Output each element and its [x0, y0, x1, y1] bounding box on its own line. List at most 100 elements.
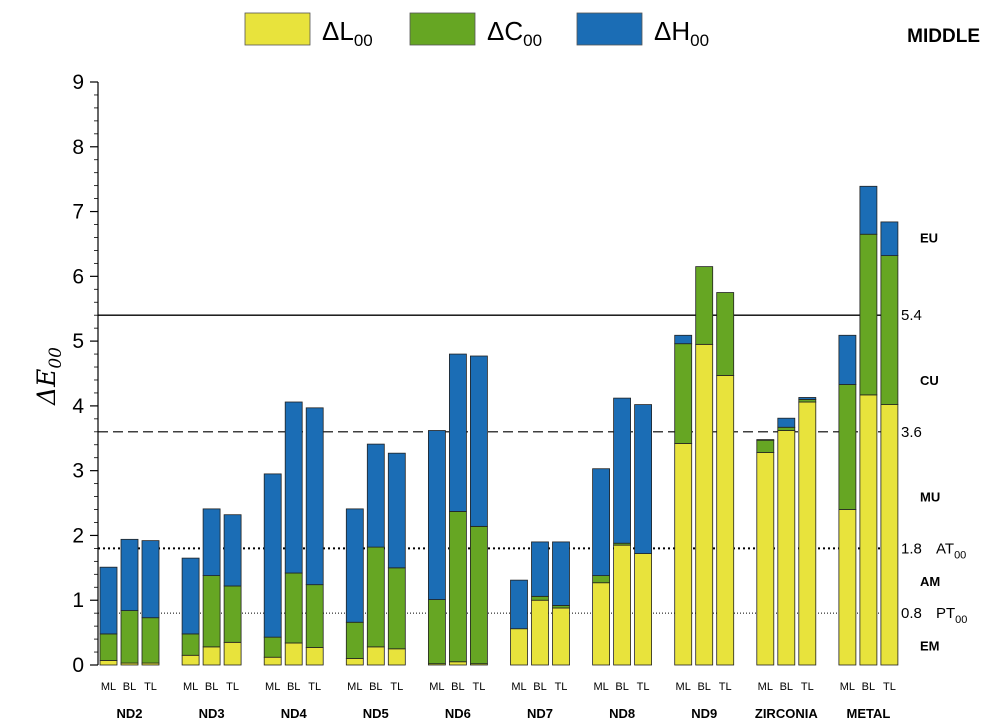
group-label-ND2: ND2 [116, 706, 142, 721]
bar-METAL-ML-H [838, 334, 857, 385]
bar-label-ND2-BL: BL [123, 681, 136, 693]
legend-label-main-2: ΔH [654, 16, 690, 46]
bar-ZIRCONIA-BL-C [777, 426, 796, 431]
y-axis-label-main: ΔE [32, 369, 61, 406]
bar-ND2-BL-H [120, 538, 139, 611]
bar-label-ND6-TL: TL [472, 681, 485, 693]
reference-label-1: 3.6 [901, 424, 922, 441]
bar-label-METAL-ML: ML [840, 681, 855, 693]
bar-label-ND8-TL: TL [637, 681, 650, 693]
bar-ND7-ML-L [510, 628, 528, 666]
bar-ND2-ML-H [99, 566, 118, 635]
legend-label-0: ΔL00 [322, 16, 373, 50]
bar-ND9-ML-H [674, 334, 693, 345]
reference-value-2: 1.8 [901, 540, 922, 557]
group-label-ND4: ND4 [281, 706, 308, 721]
bar-ND9-BL-C [695, 266, 714, 345]
panel-label: MIDDLE [907, 26, 980, 47]
legend-label-sub-2: 00 [690, 31, 709, 50]
bar-ND8-ML-H [592, 468, 610, 577]
zone-label-MU: MU [920, 490, 940, 505]
legend-label-main-0: ΔL [322, 16, 354, 46]
bar-ND4-ML-C [263, 636, 282, 658]
bar-label-ND7-BL: BL [533, 681, 546, 693]
y-tick-label-1: 1 [72, 589, 84, 612]
reference-threshold-main-2: AT [936, 540, 954, 557]
bar-ND5-ML-C [345, 621, 364, 659]
bar-ND3-TL-L [223, 641, 242, 666]
bar-METAL-TL-C [880, 255, 899, 405]
bar-ND7-ML-H [510, 579, 528, 630]
y-axis-label-sub: 00 [46, 347, 66, 369]
bar-ZIRCONIA-ML-C [756, 439, 775, 453]
bar-ND4-TL-L [305, 647, 324, 666]
reference-threshold-main-3: PT [936, 605, 955, 622]
zone-label-EM: EM [920, 639, 940, 654]
bar-ZIRCONIA-TL-H [798, 397, 817, 400]
bar-ND3-BL-L [202, 646, 221, 666]
bar-label-ND9-TL: TL [719, 681, 732, 693]
zone-label-AM: AM [920, 574, 940, 589]
legend-label-1: ΔC00 [487, 16, 542, 50]
legend-label-main-1: ΔC [487, 16, 523, 46]
bar-ND8-BL-L [613, 544, 631, 666]
legend-swatch-1 [409, 12, 476, 46]
group-label-ZIRCONIA: ZIRCONIA [755, 706, 818, 721]
bar-label-ND3-BL: BL [205, 681, 218, 693]
legend-label-sub-0: 00 [354, 31, 373, 50]
zone-labels: EU CU MU AM EM [920, 230, 940, 653]
group-label-ND3: ND3 [199, 706, 225, 721]
y-tick-label-4: 4 [72, 395, 84, 418]
bar-ND5-TL-C [387, 567, 406, 650]
y-tick-label-5: 5 [72, 330, 84, 353]
bar-label-ZIRCONIA-TL: TL [801, 681, 814, 693]
bar-label-ND2-ML: ML [101, 681, 116, 693]
group-label-ND9: ND9 [691, 706, 717, 721]
bar-ND6-ML-H [427, 430, 446, 600]
legend-swatch-0 [244, 12, 311, 46]
group-label-ND7: ND7 [527, 706, 553, 721]
bar-METAL-TL-H [880, 221, 899, 257]
bar-ND4-BL-C [284, 572, 303, 644]
reference-value-3: 0.8 [901, 605, 922, 622]
bar-label-ND3-ML: ML [183, 681, 198, 693]
y-tick-label-6: 6 [72, 265, 84, 288]
bar-ND7-BL-H [531, 541, 549, 597]
bar-ND3-BL-C [202, 575, 221, 648]
bar-ND3-ML-L [181, 654, 200, 666]
bar-ND9-TL-C [716, 292, 735, 376]
bar-ND5-BL-C [366, 546, 385, 648]
bar-label-ND6-ML: ML [429, 681, 444, 693]
bar-ND5-ML-H [345, 508, 364, 623]
reference-threshold-sub-2: 00 [954, 549, 966, 561]
bar-label-ND7-ML: ML [511, 681, 526, 693]
bar-ND3-ML-H [181, 557, 200, 635]
y-tick-label-2: 2 [72, 524, 84, 547]
bar-ND2-ML-C [99, 633, 118, 661]
bar-label-METAL-TL: TL [883, 681, 896, 693]
legend: ΔL00 ΔC00 ΔH00 [244, 12, 709, 50]
bar-ND3-ML-C [181, 633, 200, 656]
bar-ND3-TL-H [223, 514, 242, 587]
bar-ND9-ML-C [674, 343, 693, 444]
bar-ND4-TL-H [305, 407, 324, 586]
bar-ND5-BL-H [366, 443, 385, 548]
y-tick-label-8: 8 [72, 136, 84, 159]
bar-label-ND5-ML: ML [347, 681, 362, 693]
bar-ND6-TL-H [469, 355, 488, 527]
bar-ND4-ML-L [263, 656, 282, 666]
bar-ND2-TL-H [141, 540, 160, 619]
zone-label-EU: EU [920, 230, 938, 245]
y-tick-label-9: 9 [72, 71, 84, 94]
bar-ND3-BL-H [202, 508, 221, 577]
bar-label-ND5-TL: TL [390, 681, 403, 693]
bar-ND9-BL-L [695, 343, 714, 666]
bar-ND6-TL-C [469, 525, 488, 665]
bar-ZIRCONIA-TL-L [798, 401, 817, 666]
y-axis-label: ΔE00 [32, 347, 66, 406]
bar-label-ND3-TL: TL [226, 681, 239, 693]
bar-label-ND8-BL: BL [615, 681, 628, 693]
legend-label-sub-1: 00 [523, 31, 542, 50]
bar-METAL-BL-L [859, 394, 878, 666]
